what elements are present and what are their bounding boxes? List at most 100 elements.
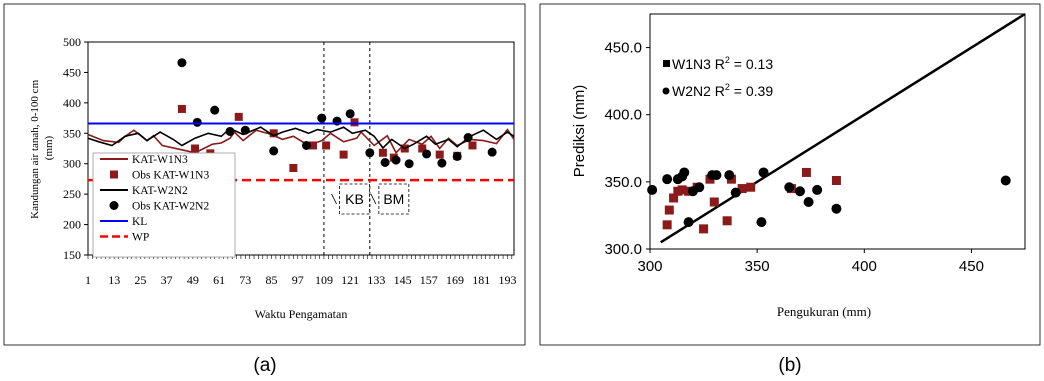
- w1n3-point: [669, 193, 679, 203]
- w1n3-point: [746, 182, 756, 192]
- x-tick-label: 133: [367, 273, 385, 287]
- panel-b-y-axis-label: Prediksi (mm): [571, 85, 588, 178]
- obs-w2n2-point: [391, 155, 401, 165]
- obs-w1n3-point: [289, 163, 298, 172]
- w1n3-point: [662, 220, 672, 230]
- annotation-arrow: [331, 193, 337, 205]
- x-tick-label: 450: [959, 258, 984, 275]
- panel-b-x-axis-label: Pengukuran (mm): [777, 304, 871, 319]
- panel-a-caption: (a): [253, 355, 276, 376]
- obs-w2n2-point: [301, 140, 311, 150]
- obs-w1n3-point: [468, 141, 477, 150]
- legend-circle-swatch: [662, 87, 670, 95]
- x-tick-label: 97: [292, 273, 304, 287]
- legend-entry-label: KL: [132, 216, 147, 228]
- w2n2-point: [662, 174, 673, 185]
- y-tick-label: 300: [63, 157, 81, 171]
- annotation-label: KB: [345, 191, 364, 207]
- legend-entry-label: KAT-W2N2: [132, 185, 188, 197]
- x-tick-label: 85: [266, 273, 278, 287]
- x-tick-label: 49: [187, 273, 199, 287]
- w2n2-point: [730, 187, 741, 198]
- w1n3-point: [664, 205, 674, 215]
- obs-w2n2-point: [463, 133, 473, 143]
- w1n3-point: [722, 216, 732, 226]
- y-tick-label: 250: [63, 187, 81, 201]
- w2n2-point: [683, 217, 694, 228]
- x-tick-label: 61: [213, 273, 225, 287]
- w2n2-point: [694, 182, 705, 193]
- w2n2-point: [831, 203, 842, 214]
- w2n2-point: [758, 167, 769, 178]
- legend-entry-label: W1N3 R2 = 0.13: [672, 55, 773, 72]
- obs-w2n2-point: [422, 149, 432, 159]
- y-tick-label: 400.0: [604, 107, 642, 124]
- panel-a-y-axis-label: Kandungan air tanah, 0-100 cm (mm): [29, 77, 55, 219]
- one-to-one-line: [660, 12, 1026, 244]
- series-line-kat-w2n2: [87, 126, 515, 150]
- x-tick-label: 37: [161, 273, 173, 287]
- x-tick-label: 145: [394, 273, 412, 287]
- y-tick-label: 450: [63, 65, 81, 79]
- x-tick-label: 121: [341, 273, 359, 287]
- w1n3-point: [831, 176, 841, 186]
- y-tick-label: 450.0: [604, 40, 642, 57]
- w2n2-point: [812, 184, 823, 195]
- obs-w1n3-point: [418, 144, 427, 153]
- legend-entry-label: Obs KAT-W2N2: [132, 201, 209, 213]
- obs-w2n2-point: [404, 159, 414, 169]
- x-tick-label: 169: [446, 273, 464, 287]
- w1n3-point: [737, 184, 747, 194]
- y-tick-label: 150: [63, 248, 81, 262]
- x-tick-label: 157: [420, 273, 438, 287]
- obs-w1n3-point: [177, 104, 186, 113]
- x-tick-label: 109: [315, 273, 333, 287]
- obs-w2n2-point: [210, 105, 220, 115]
- panel-a-content: 150 200 250 300 350 400 450 500 1 13 25 37 49 61 73 85 9…: [63, 35, 516, 287]
- panel-b: 300.0 350.0 400.0 450.0 300 350 400 450 Prediks…: [539, 3, 1041, 346]
- x-tick-label: 350: [745, 258, 770, 275]
- y-tick-label: 350.0: [604, 174, 642, 191]
- x-tick-label: 13: [108, 273, 120, 287]
- panel-b-content: 300.0 350.0 400.0 450.0 300 350 400 450: [604, 12, 1026, 275]
- w2n2-point: [647, 184, 658, 195]
- legend-entry-label: W2N2 R2 = 0.39: [672, 82, 773, 99]
- annotation-arrow: [370, 193, 377, 205]
- x-tick-label: 400: [852, 258, 877, 275]
- obs-w2n2-point: [225, 126, 235, 136]
- y-tick-label: 350: [63, 126, 81, 140]
- w1n3-point: [801, 167, 811, 177]
- w2n2-point: [803, 197, 814, 207]
- obs-w1n3-point: [322, 141, 331, 150]
- w1n3-point: [709, 197, 719, 207]
- legend-entry-label: WP: [132, 232, 149, 244]
- y-tick-label: 200: [63, 218, 81, 232]
- obs-w2n2-point: [177, 58, 187, 68]
- legend-square-swatch: [110, 170, 118, 179]
- x-tick-label: 1: [85, 273, 91, 287]
- legend-circle-swatch: [109, 201, 119, 210]
- legend-square-swatch: [663, 60, 670, 67]
- x-tick-label: 25: [134, 273, 146, 287]
- obs-w1n3-point: [191, 144, 200, 153]
- x-tick-label: 73: [239, 273, 251, 287]
- obs-w1n3-point: [269, 129, 278, 138]
- obs-w2n2-point: [317, 113, 327, 123]
- obs-w2n2-point: [380, 157, 390, 167]
- obs-w2n2-point: [345, 109, 355, 119]
- y-tick-label: 300.0: [604, 241, 642, 258]
- x-tick-label: 181: [472, 273, 490, 287]
- panel-a-x-axis-label: Waktu Pengamatan: [255, 307, 348, 321]
- w2n2-point: [724, 170, 735, 181]
- w2n2-point: [711, 170, 722, 181]
- w2n2-point: [784, 182, 795, 193]
- legend-entry-label: Obs KAT-W1N3: [132, 170, 209, 182]
- obs-w1n3-point: [350, 118, 359, 127]
- y-tick-label: 500: [63, 35, 81, 49]
- w1n3-point: [677, 185, 687, 195]
- w2n2-point: [679, 167, 690, 178]
- obs-w2n2-point: [240, 125, 250, 135]
- y-tick-label: 400: [63, 96, 81, 110]
- obs-w1n3-point: [234, 112, 243, 121]
- annotation-box: [378, 183, 410, 215]
